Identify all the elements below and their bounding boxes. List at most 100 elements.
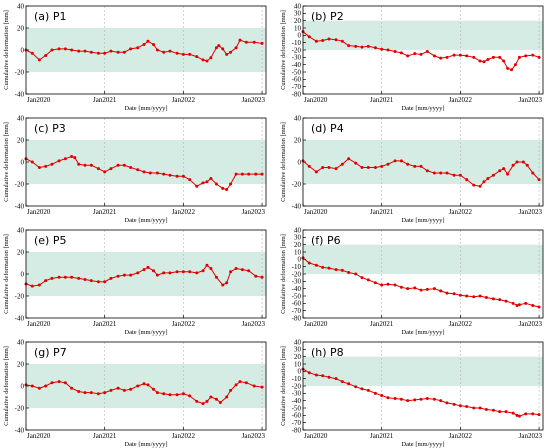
data-point bbox=[406, 399, 410, 403]
x-tick-label: Jan2023 bbox=[242, 432, 266, 440]
data-point bbox=[254, 172, 258, 176]
data-point bbox=[244, 381, 248, 385]
y-tick-label: -70 bbox=[292, 419, 302, 427]
y-tick-label: -20 bbox=[15, 292, 25, 300]
data-point bbox=[360, 387, 364, 391]
data-point bbox=[491, 173, 495, 177]
data-point bbox=[83, 391, 87, 395]
y-tick-label: 20 bbox=[17, 248, 25, 256]
data-point bbox=[314, 39, 318, 43]
data-point bbox=[37, 166, 41, 169]
y-tick-label: -10 bbox=[292, 263, 302, 271]
plot-frame bbox=[302, 341, 544, 431]
y-tick-label: -20 bbox=[15, 180, 25, 188]
data-point bbox=[50, 48, 54, 52]
data-point bbox=[531, 412, 535, 416]
data-point bbox=[205, 180, 209, 184]
data-point bbox=[148, 171, 152, 175]
data-point bbox=[238, 380, 242, 384]
data-point bbox=[146, 383, 150, 387]
x-tick-label: Jan2020 bbox=[27, 208, 51, 216]
data-point bbox=[327, 266, 331, 270]
y-axis-label: Cumulative deformation [mm] bbox=[280, 122, 287, 202]
data-point bbox=[531, 53, 535, 57]
data-point bbox=[504, 410, 508, 414]
y-tick-label: -50 bbox=[292, 68, 302, 76]
data-point bbox=[334, 377, 338, 381]
data-point bbox=[340, 39, 344, 43]
panel-p1: Jan2020 Jan2021 Jan2022 Jan2023 -40 -20 0 20 40 (… bbox=[3, 2, 267, 112]
data-point bbox=[247, 269, 251, 273]
panel-title: (e) P5 bbox=[34, 234, 66, 247]
data-point bbox=[181, 392, 185, 396]
x-tick-label: Jan2021 bbox=[93, 432, 117, 440]
data-point bbox=[478, 406, 482, 410]
x-tick-label: Jan2023 bbox=[519, 96, 543, 104]
x-tick-label: Jan2020 bbox=[304, 432, 328, 440]
y-tick-label: 0 bbox=[21, 46, 25, 54]
data-point bbox=[57, 275, 61, 279]
data-point bbox=[175, 270, 179, 274]
data-point bbox=[155, 171, 159, 175]
data-point bbox=[393, 396, 397, 400]
data-point bbox=[168, 49, 172, 53]
y-tick-label: -20 bbox=[292, 270, 302, 278]
y-tick-label: -70 bbox=[292, 83, 302, 91]
data-point bbox=[205, 59, 209, 63]
data-point bbox=[491, 408, 495, 412]
y-tick-label: -30 bbox=[292, 390, 302, 398]
data-point bbox=[386, 48, 390, 52]
data-point bbox=[321, 166, 325, 169]
data-point bbox=[458, 173, 462, 177]
data-point bbox=[439, 56, 443, 60]
data-point bbox=[327, 375, 331, 379]
y-tick-label: 40 bbox=[17, 2, 25, 10]
data-point bbox=[209, 395, 213, 399]
data-point bbox=[77, 49, 81, 53]
x-tick-label: Jan2023 bbox=[242, 96, 266, 104]
data-point bbox=[136, 271, 140, 275]
x-tick-label: Jan2021 bbox=[93, 320, 117, 328]
y-tick-label: -70 bbox=[292, 307, 302, 315]
data-point bbox=[340, 162, 344, 166]
y-axis-label: Cumulative deformation [mm] bbox=[3, 10, 10, 90]
y-tick-label: -40 bbox=[292, 285, 302, 293]
data-point bbox=[155, 273, 159, 277]
data-point bbox=[30, 284, 34, 288]
data-point bbox=[70, 155, 74, 158]
x-axis-label: Date [mm/yyyy] bbox=[124, 441, 167, 448]
y-tick-label: 10 bbox=[294, 248, 302, 256]
data-point bbox=[44, 384, 48, 388]
data-point bbox=[221, 47, 225, 51]
data-point bbox=[260, 172, 264, 176]
data-point bbox=[517, 55, 521, 59]
data-point bbox=[116, 163, 120, 167]
data-point bbox=[188, 394, 192, 398]
panel-title: (h) P8 bbox=[311, 346, 344, 359]
data-point bbox=[445, 55, 449, 59]
data-point bbox=[103, 391, 107, 395]
data-point bbox=[465, 54, 469, 58]
x-axis-label: Date [mm/yyyy] bbox=[124, 105, 167, 112]
data-point bbox=[373, 46, 377, 50]
data-point bbox=[96, 392, 100, 396]
data-point bbox=[89, 50, 93, 54]
data-point bbox=[486, 58, 490, 62]
x-axis-label: Date [mm/yyyy] bbox=[401, 441, 444, 448]
panel-p4: Jan2020 Jan2021 Jan2022 Jan2023 -40 -20 0 20 40 (… bbox=[280, 114, 544, 224]
data-point bbox=[252, 40, 256, 44]
data-point bbox=[63, 47, 67, 51]
data-point bbox=[502, 167, 506, 171]
data-point bbox=[234, 172, 238, 176]
data-point bbox=[168, 173, 172, 177]
data-point bbox=[327, 166, 331, 169]
data-point bbox=[109, 167, 113, 171]
data-point bbox=[524, 412, 528, 416]
x-tick-label: Jan2022 bbox=[172, 208, 196, 216]
data-point bbox=[142, 170, 146, 174]
y-axis-label: Cumulative deformation [mm] bbox=[3, 234, 10, 314]
data-point bbox=[103, 51, 107, 55]
data-point bbox=[510, 68, 514, 72]
data-point bbox=[491, 55, 495, 59]
plot-frame bbox=[25, 229, 267, 319]
